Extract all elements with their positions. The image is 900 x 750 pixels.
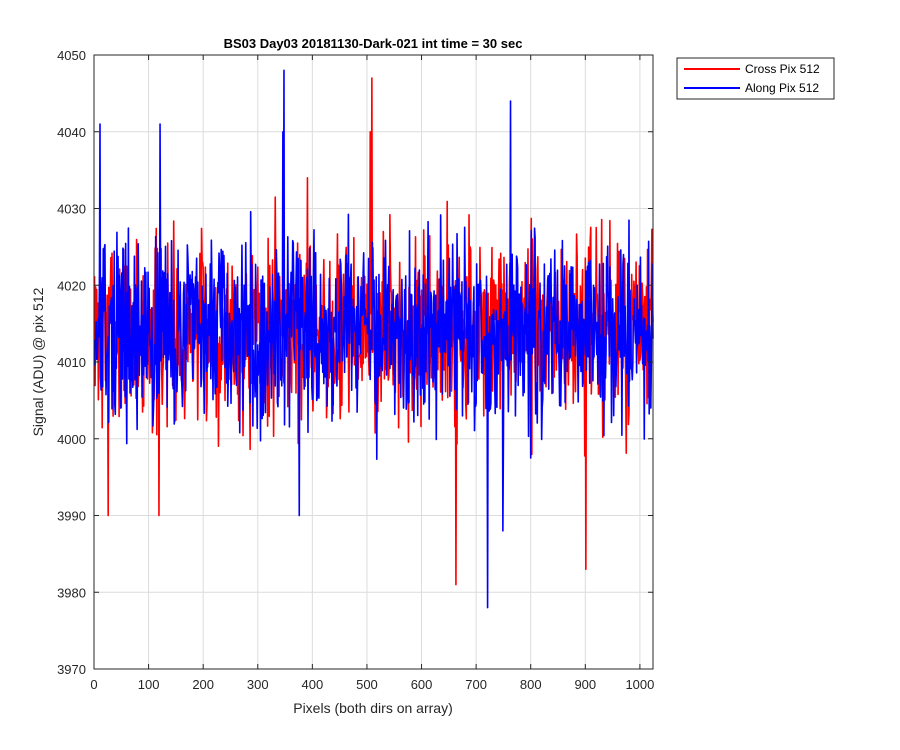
x-tick-label: 300 bbox=[247, 677, 269, 692]
x-axis-label: Pixels (both dirs on array) bbox=[293, 700, 453, 716]
x-tick-label: 200 bbox=[192, 677, 214, 692]
x-tick-label: 500 bbox=[356, 677, 378, 692]
x-tick-label: 700 bbox=[465, 677, 487, 692]
legend-label-along-pix: Along Pix 512 bbox=[745, 81, 819, 95]
y-tick-label: 4000 bbox=[57, 432, 86, 447]
x-tick-label: 800 bbox=[520, 677, 542, 692]
y-tick-label: 4040 bbox=[57, 125, 86, 140]
y-tick-label: 4030 bbox=[57, 202, 86, 217]
x-tick-label: 0 bbox=[90, 677, 97, 692]
legend-label-cross-pix: Cross Pix 512 bbox=[745, 62, 820, 76]
y-tick-label: 4010 bbox=[57, 355, 86, 370]
y-axis-label: Signal (ADU) @ pix 512 bbox=[30, 287, 46, 436]
y-tick-label: 3990 bbox=[57, 509, 86, 524]
x-tick-label: 900 bbox=[574, 677, 596, 692]
y-tick-label: 3980 bbox=[57, 585, 86, 600]
series-layer bbox=[93, 69, 654, 609]
x-tick-label: 600 bbox=[411, 677, 433, 692]
x-tick-label: 100 bbox=[138, 677, 160, 692]
y-tick-label: 3970 bbox=[57, 662, 86, 677]
y-tick-label: 4050 bbox=[57, 48, 86, 63]
series-line-1 bbox=[93, 69, 654, 609]
x-tick-label: 1000 bbox=[625, 677, 654, 692]
axis-ticks: 0 100 200 300 400 500 600 700 800 900 1000 3970 3980… bbox=[57, 48, 654, 692]
chart-title: BS03 Day03 20181130-Dark-021 int time = … bbox=[224, 36, 523, 51]
x-tick-label: 400 bbox=[302, 677, 324, 692]
y-tick-label: 4020 bbox=[57, 278, 86, 293]
legend-box bbox=[676, 57, 835, 100]
legend: Cross Pix 512 Along Pix 512 bbox=[676, 57, 835, 100]
